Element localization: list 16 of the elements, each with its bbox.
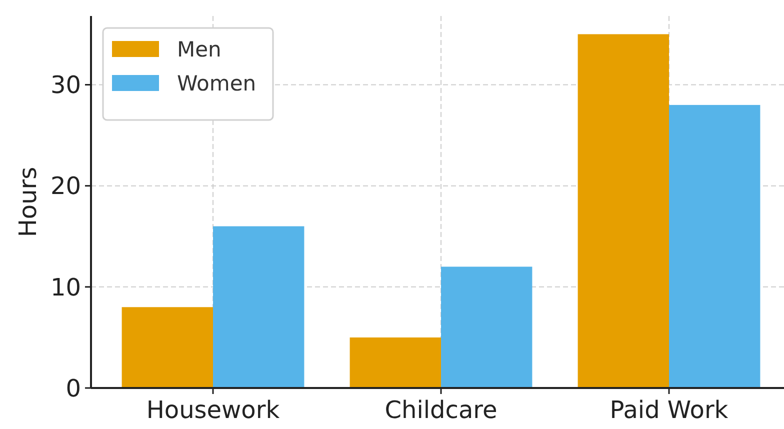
x-tick-label: Housework — [146, 396, 280, 424]
bar — [122, 307, 213, 388]
legend-label: Men — [177, 37, 222, 62]
y-tick-label: 10 — [50, 273, 81, 302]
bar — [441, 266, 532, 388]
bar — [669, 104, 760, 388]
y-axis-title: Hours — [14, 166, 42, 238]
bar — [213, 226, 304, 388]
bar — [350, 337, 441, 388]
y-tick-label: 30 — [50, 71, 81, 100]
legend-label: Women — [177, 71, 256, 96]
bar — [578, 34, 669, 388]
x-tick-label: Paid Work — [610, 396, 728, 424]
x-tick-label: Childcare — [384, 396, 498, 424]
y-tick-label: 20 — [50, 172, 81, 200]
y-tick-label: 0 — [66, 374, 81, 402]
